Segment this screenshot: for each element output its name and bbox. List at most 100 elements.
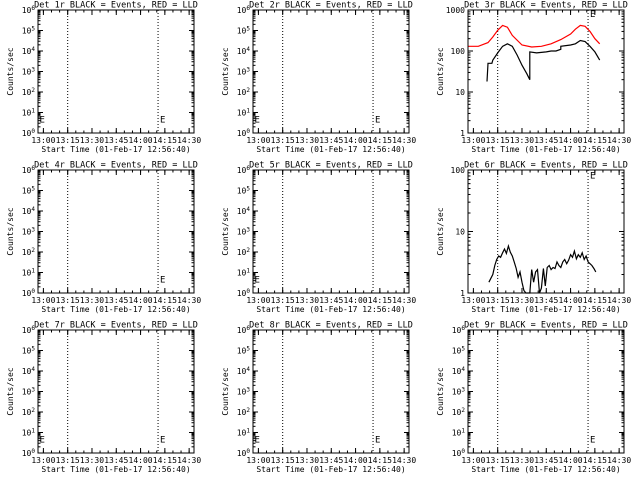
y-tick-label: 100	[451, 166, 466, 175]
event-marker: E	[160, 276, 165, 286]
panel-title: Det 8r BLACK = Events, RED = LLD	[249, 321, 413, 331]
x-axis-label: Start Time (01-Feb-17 12:56:40)	[41, 305, 190, 314]
event-marker: E	[160, 436, 165, 446]
y-tick-label: 106	[452, 325, 466, 335]
x-tick-label: 14:30	[607, 136, 631, 145]
x-tick-label: 13:30	[295, 136, 319, 145]
plot-frame	[37, 169, 195, 294]
x-tick-label: 14:15	[153, 136, 177, 145]
series-lld	[468, 24, 601, 48]
y-tick-label: 100	[237, 288, 251, 298]
y-tick-label: 103	[237, 227, 251, 237]
y-tick-label: 106	[22, 325, 36, 335]
y-tick-label: 104	[237, 206, 251, 216]
y-axis-label: Counts/sec	[436, 47, 445, 95]
panel-det-3: Det 3r BLACK = Events, RED = LLD 1 10 100 10…	[436, 1, 631, 155]
y-tick-label: 101	[22, 268, 36, 278]
x-tick-label: 14:30	[177, 456, 201, 465]
x-tick-label: 13:30	[80, 456, 104, 465]
x-tick-label: 13:45	[534, 456, 558, 465]
plot-frame	[252, 329, 410, 454]
y-tick-label: 104	[237, 46, 251, 56]
y-tick-label: 100	[22, 288, 36, 298]
y-tick-label: 102	[22, 247, 36, 257]
x-tick-label: 13:15	[56, 136, 80, 145]
y-tick-label: 101	[237, 268, 251, 278]
x-tick-label: 13:00	[246, 136, 270, 145]
x-tick-label: 14:30	[392, 456, 416, 465]
x-tick-label: 13:45	[104, 136, 128, 145]
y-tick-label: 100	[22, 128, 36, 138]
y-axis-label: Counts/sec	[221, 47, 230, 95]
event-marker: E	[255, 436, 260, 446]
x-tick-label: 14:00	[559, 296, 583, 305]
y-axis-label: Counts/sec	[436, 367, 445, 415]
x-tick-label: 14:30	[607, 296, 631, 305]
y-tick-label: 100	[237, 128, 251, 138]
x-tick-label: 13:15	[271, 136, 295, 145]
x-tick-label: 13:15	[271, 296, 295, 305]
x-tick-label: 14:30	[392, 296, 416, 305]
x-axis-label: Start Time (01-Feb-17 12:56:40)	[256, 305, 405, 314]
x-tick-label: 14:15	[368, 136, 392, 145]
y-tick-label: 104	[452, 366, 466, 376]
y-tick-label: 102	[237, 87, 251, 97]
y-tick-label: 105	[452, 346, 466, 356]
series-events	[486, 39, 601, 82]
y-tick-label: 101	[237, 428, 251, 438]
event-marker: E	[590, 171, 595, 181]
y-tick-label: 100	[452, 448, 466, 458]
panel-det-5: Det 5r BLACK = Events, RED = LLD 100 101 10…	[221, 161, 416, 315]
event-marker: E	[160, 116, 165, 126]
x-tick-label: 14:15	[153, 296, 177, 305]
panel-title: Det 4r BLACK = Events, RED = LLD	[34, 161, 198, 171]
x-tick-label: 13:30	[510, 456, 534, 465]
y-tick-label: 104	[22, 366, 36, 376]
x-axis-label: Start Time (01-Feb-17 12:56:40)	[256, 465, 405, 474]
event-marker: E	[375, 436, 380, 446]
event-marker: E	[40, 116, 45, 126]
plot-frame	[467, 9, 625, 134]
x-tick-label: 13:00	[246, 296, 270, 305]
y-tick-label: 101	[22, 108, 36, 118]
x-tick-label: 13:30	[80, 296, 104, 305]
x-tick-label: 14:00	[129, 456, 153, 465]
y-tick-label: 101	[452, 428, 466, 438]
plot-frame	[37, 9, 195, 134]
panel-det-7: Det 7r BLACK = Events, RED = LLD 100 101 10…	[6, 321, 201, 475]
y-tick-label: 106	[237, 165, 251, 175]
y-tick-label: 106	[22, 5, 36, 15]
event-marker: E	[375, 116, 380, 126]
panel-det-8: Det 8r BLACK = Events, RED = LLD 100 101 10…	[221, 321, 416, 475]
x-tick-label: 14:00	[559, 456, 583, 465]
x-tick-label: 14:30	[177, 136, 201, 145]
y-tick-label: 1000	[446, 6, 465, 15]
x-tick-label: 13:00	[31, 296, 55, 305]
x-tick-label: 13:15	[486, 296, 510, 305]
y-tick-label: 100	[22, 448, 36, 458]
panel-title: Det 1r BLACK = Events, RED = LLD	[34, 1, 198, 11]
y-tick-label: 106	[237, 5, 251, 15]
y-tick-label: 105	[22, 186, 36, 196]
x-tick-label: 13:45	[104, 296, 128, 305]
panel-title: Det 2r BLACK = Events, RED = LLD	[249, 1, 413, 11]
x-tick-label: 14:15	[583, 296, 607, 305]
y-tick-label: 106	[237, 325, 251, 335]
x-tick-label: 14:00	[344, 136, 368, 145]
y-tick-label: 101	[237, 108, 251, 118]
y-tick-label: 103	[22, 387, 36, 397]
plot-frame	[467, 329, 625, 454]
x-tick-label: 13:45	[319, 296, 343, 305]
x-tick-label: 14:15	[153, 456, 177, 465]
x-tick-label: 13:45	[534, 136, 558, 145]
x-tick-label: 13:15	[486, 456, 510, 465]
x-tick-label: 13:00	[31, 456, 55, 465]
event-marker: E	[255, 116, 260, 126]
x-tick-label: 13:15	[486, 136, 510, 145]
x-tick-label: 13:30	[510, 136, 534, 145]
plot-frame	[37, 329, 195, 454]
x-axis-label: Start Time (01-Feb-17 12:56:40)	[471, 465, 620, 474]
panel-det-4: Det 4r BLACK = Events, RED = LLD 100 101 10…	[6, 161, 201, 315]
y-tick-label: 105	[237, 346, 251, 356]
y-tick-label: 103	[22, 227, 36, 237]
